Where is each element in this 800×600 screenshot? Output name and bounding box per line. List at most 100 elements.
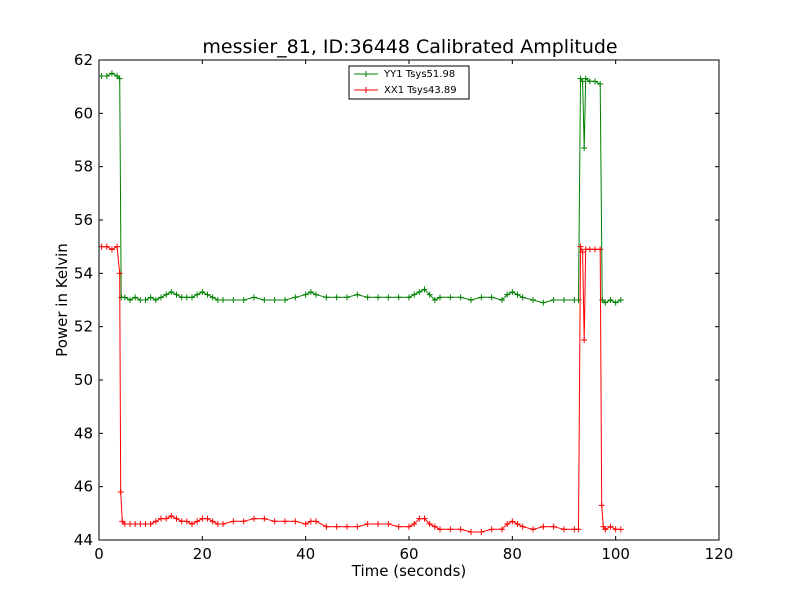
legend-box bbox=[348, 65, 470, 100]
series-0-point-1 bbox=[103, 73, 110, 79]
series-1-point-53 bbox=[457, 526, 464, 533]
series-1-point-8 bbox=[127, 521, 133, 527]
series-0-point-6 bbox=[121, 294, 128, 301]
series-0-point-45 bbox=[411, 291, 418, 298]
series-1-point-52 bbox=[447, 526, 454, 533]
series-0-point-18 bbox=[183, 294, 190, 301]
series-0-point-20 bbox=[194, 291, 201, 298]
series-0-point-39 bbox=[354, 291, 361, 298]
series-0-point-35 bbox=[313, 291, 319, 298]
series-1-point-43 bbox=[385, 521, 392, 527]
series-1-point-28 bbox=[240, 518, 247, 525]
series-0-point-69 bbox=[581, 145, 588, 151]
series-1-point-3 bbox=[114, 243, 121, 250]
series-1-point-68 bbox=[577, 243, 584, 250]
x-tick-label-3: 60 bbox=[399, 545, 418, 563]
series-1-point-70 bbox=[581, 337, 588, 343]
series-1-point-59 bbox=[509, 518, 516, 525]
series-0-point-60 bbox=[519, 294, 526, 301]
series-1-point-36 bbox=[313, 518, 319, 525]
series-1-point-5 bbox=[117, 489, 124, 495]
series-0-point-33 bbox=[302, 291, 309, 298]
series-1-point-16 bbox=[168, 513, 175, 519]
series-1-point-40 bbox=[354, 523, 361, 530]
series-0-point-37 bbox=[333, 294, 340, 301]
series-1-point-33 bbox=[292, 518, 299, 525]
series-0-point-29 bbox=[261, 297, 268, 303]
series-1-point-7 bbox=[121, 521, 128, 527]
series-1-point-4 bbox=[116, 270, 123, 277]
series-0-point-49 bbox=[431, 297, 438, 303]
series-1-point-14 bbox=[158, 515, 164, 522]
x-tick-label-2: 40 bbox=[296, 545, 315, 563]
series-0-point-36 bbox=[323, 294, 330, 301]
series-1-point-18 bbox=[178, 518, 185, 525]
series-0-point-71 bbox=[586, 78, 593, 85]
series-0-point-25 bbox=[220, 297, 226, 303]
series-1-point-13 bbox=[152, 518, 159, 525]
series-0-point-70 bbox=[582, 75, 589, 82]
chart-title: messier_81, ID:36448 Calibrated Amplitud… bbox=[202, 36, 617, 58]
series-0-point-32 bbox=[292, 294, 299, 301]
series-1-point-15 bbox=[163, 515, 170, 522]
legend-marker-yy1 bbox=[363, 71, 369, 77]
series-0-point-34 bbox=[307, 289, 314, 295]
series-1-point-34 bbox=[302, 521, 309, 527]
series-1-point-24 bbox=[209, 518, 216, 525]
series-1-point-78 bbox=[607, 523, 614, 530]
series-1-point-74 bbox=[597, 246, 604, 253]
y-tick-label-9: 62 bbox=[74, 51, 93, 69]
series-1-point-41 bbox=[364, 521, 371, 527]
series-1-point-72 bbox=[586, 246, 593, 253]
y-tick-label-1: 46 bbox=[74, 478, 93, 496]
series-1-point-32 bbox=[282, 518, 288, 525]
series-0-point-19 bbox=[189, 294, 195, 301]
series-0-point-73 bbox=[597, 81, 604, 87]
series-1-point-39 bbox=[344, 523, 350, 530]
series-0-point-12 bbox=[152, 297, 159, 303]
series-0-point-44 bbox=[406, 294, 412, 301]
series-0-point-58 bbox=[509, 289, 516, 295]
series-1-point-10 bbox=[137, 521, 144, 527]
y-tick-label-5: 54 bbox=[74, 264, 93, 282]
series-1-point-23 bbox=[204, 515, 211, 522]
series-0-point-24 bbox=[214, 297, 221, 303]
series-1-point-56 bbox=[488, 526, 495, 533]
series-1-point-11 bbox=[142, 521, 149, 527]
series-0-point-50 bbox=[437, 294, 443, 301]
series-0-point-54 bbox=[478, 294, 485, 301]
series-1-point-55 bbox=[478, 529, 485, 535]
series-0-point-43 bbox=[395, 294, 402, 301]
series-0-point-27 bbox=[240, 297, 247, 303]
series-0-point-51 bbox=[447, 294, 454, 301]
series-0-point-17 bbox=[178, 294, 185, 301]
series-1-point-58 bbox=[504, 521, 511, 527]
series-1-point-42 bbox=[375, 521, 381, 527]
series-0-point-22 bbox=[204, 291, 211, 298]
series-0-point-47 bbox=[421, 286, 428, 293]
y-tick-label-3: 50 bbox=[74, 371, 93, 389]
series-0-point-78 bbox=[617, 297, 624, 303]
series-1-point-25 bbox=[214, 521, 221, 527]
series-1-point-47 bbox=[416, 515, 423, 522]
x-tick-label-0: 0 bbox=[94, 545, 104, 563]
series-1-point-27 bbox=[230, 518, 237, 525]
series-0-point-11 bbox=[147, 294, 154, 301]
series-0-point-31 bbox=[282, 297, 288, 303]
series-0-point-14 bbox=[163, 291, 170, 298]
series-1-point-80 bbox=[617, 526, 624, 533]
series-0-point-26 bbox=[230, 297, 237, 303]
series-0-point-48 bbox=[426, 291, 433, 298]
series-0-point-77 bbox=[612, 299, 619, 306]
plot-area bbox=[98, 70, 624, 535]
axis-ticks: 0 20 40 60 80 100 120 44 46 48 50 52 54 56 58 60 62 bbox=[74, 51, 733, 563]
series-1-point-35 bbox=[307, 518, 314, 525]
y-tick-label-2: 48 bbox=[74, 424, 93, 442]
series-1-point-9 bbox=[132, 521, 139, 527]
series-0-point-63 bbox=[550, 297, 557, 303]
series-1-point-75 bbox=[598, 502, 605, 509]
series-0-point-2 bbox=[108, 70, 115, 77]
series-1-point-54 bbox=[468, 529, 474, 535]
series-1-point-63 bbox=[540, 523, 547, 530]
